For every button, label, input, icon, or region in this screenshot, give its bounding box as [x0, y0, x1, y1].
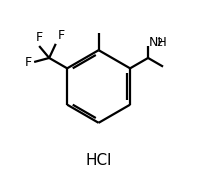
Text: F: F — [58, 29, 65, 42]
Text: NH: NH — [148, 35, 167, 49]
Text: F: F — [36, 31, 43, 44]
Text: HCl: HCl — [85, 153, 112, 168]
Text: 2: 2 — [156, 38, 163, 48]
Text: F: F — [25, 56, 32, 69]
